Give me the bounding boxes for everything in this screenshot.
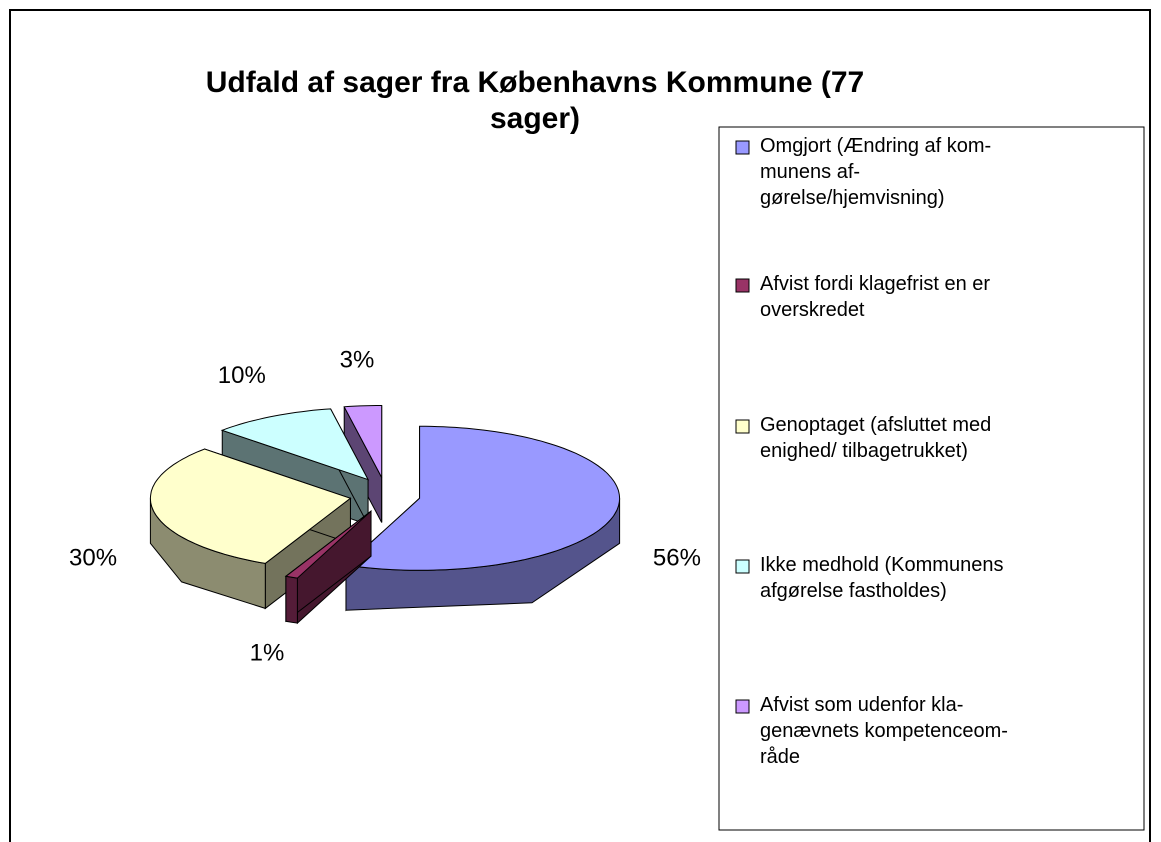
- slice: [343, 405, 383, 478]
- slice: [284, 510, 372, 579]
- legend-swatch: [735, 559, 750, 574]
- slice: [344, 425, 621, 571]
- legend-swatch: [735, 140, 750, 155]
- data-label: 30%: [69, 545, 117, 572]
- data-label: 1%: [250, 639, 285, 666]
- legend-label: Genoptaget (afsluttet med enighed/ tilbag…: [760, 414, 991, 462]
- chart-title: Udfald af sager fra Københavns Kommune (…: [206, 66, 864, 135]
- legend-label: Ikke medhold (Kommunens afgørelse fasthol…: [760, 554, 1003, 602]
- slice: [149, 448, 352, 564]
- legend-swatch: [735, 419, 750, 434]
- data-label: 10%: [218, 362, 266, 389]
- data-label: 3%: [340, 346, 375, 373]
- slice: [220, 408, 370, 481]
- pie: [149, 405, 621, 625]
- data-label: 56%: [653, 545, 701, 572]
- chart-frame: [9, 9, 1151, 842]
- legend-swatch: [735, 699, 750, 714]
- legend-label: Afvist fordi klagefrist en er overskredet: [760, 273, 990, 321]
- legend-box: [718, 126, 1145, 831]
- legend-label: Afvist som udenfor kla-genævnets kompete…: [760, 694, 1008, 768]
- legend-swatch: [735, 278, 750, 293]
- slice-wall: [285, 575, 298, 624]
- legend-label: Omgjort (Ændring af kom-munens af-gørels…: [760, 135, 991, 209]
